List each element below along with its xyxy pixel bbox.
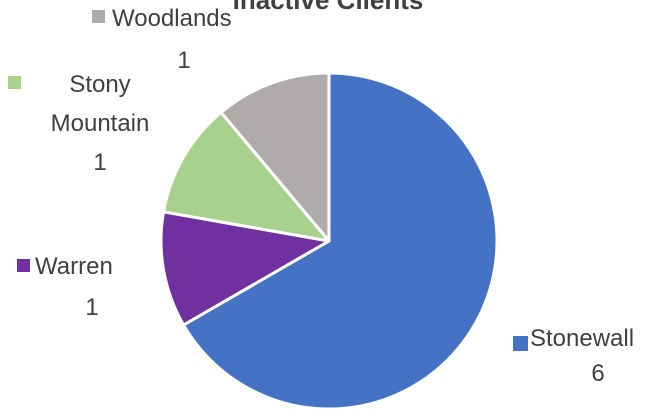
slice-label-warren: Warren — [35, 253, 113, 280]
pie-slice-stonewall — [182, 71, 499, 411]
slice-label-woodlands: Woodlands — [112, 5, 232, 32]
legend-key-woodlands — [92, 10, 105, 23]
slice-label-stonewall: Stonewall — [530, 325, 634, 352]
chart-title: Inactive Clients — [233, 0, 424, 15]
legend-key-warren — [17, 259, 30, 272]
slice-label-stony-mountain: Mountain — [51, 110, 150, 137]
slice-value-warren: 1 — [85, 294, 98, 321]
pie-slices — [159, 71, 499, 411]
legend-key-stony-mountain — [8, 76, 21, 89]
slice-value-stony-mountain: 1 — [93, 149, 106, 176]
slice-label-stony-mountain: Stony — [69, 71, 130, 98]
pie-slice-woodlands — [219, 71, 331, 243]
slice-value-stonewall: 6 — [591, 360, 604, 387]
slice-labels: Stonewall 6 Warren 1 Stony Mountain 1 Woodlands… — [8, 5, 634, 387]
pie-slice-stony-mountain — [162, 110, 331, 243]
legend-key-stonewall — [513, 336, 528, 351]
slice-value-woodlands: 1 — [177, 47, 190, 74]
pie-slice-warren — [159, 210, 331, 327]
